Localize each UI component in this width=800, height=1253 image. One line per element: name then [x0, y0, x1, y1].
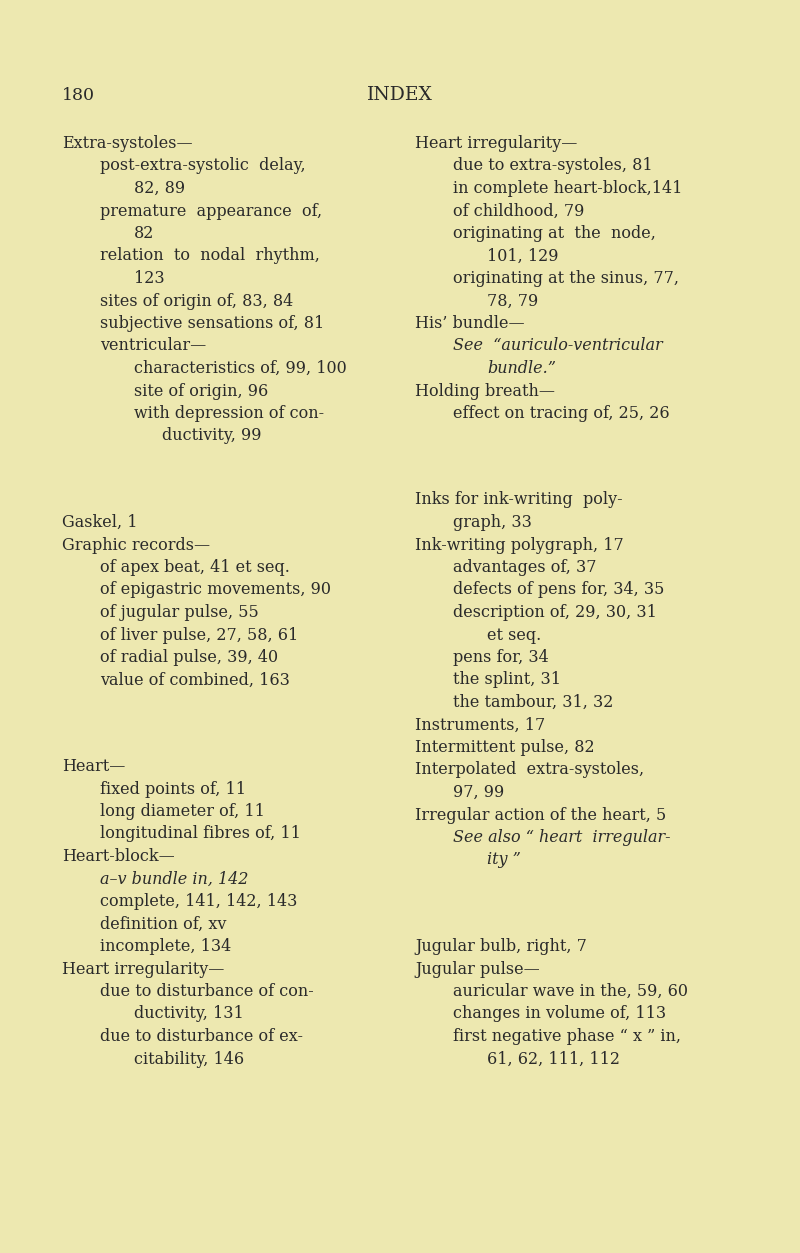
Text: the splint, 31: the splint, 31 — [453, 672, 561, 688]
Text: complete, 141, 142, 143: complete, 141, 142, 143 — [100, 893, 298, 910]
Text: of childhood, 79: of childhood, 79 — [453, 203, 584, 219]
Text: 82, 89: 82, 89 — [134, 180, 185, 197]
Text: ductivity, 99: ductivity, 99 — [162, 427, 262, 445]
Text: See  “auriculo-ventricular: See “auriculo-ventricular — [453, 337, 662, 355]
Text: due to disturbance of con-: due to disturbance of con- — [100, 984, 314, 1000]
Text: description of, 29, 30, 31: description of, 29, 30, 31 — [453, 604, 657, 621]
Text: Irregular action of the heart, 5: Irregular action of the heart, 5 — [415, 807, 666, 823]
Text: 97, 99: 97, 99 — [453, 784, 504, 801]
Text: relation  to  nodal  rhythm,: relation to nodal rhythm, — [100, 248, 320, 264]
Text: premature  appearance  of,: premature appearance of, — [100, 203, 322, 219]
Text: definition of, xv: definition of, xv — [100, 916, 226, 932]
Text: of liver pulse, 27, 58, 61: of liver pulse, 27, 58, 61 — [100, 626, 298, 644]
Text: the tambour, 31, 32: the tambour, 31, 32 — [453, 694, 614, 710]
Text: Intermittent pulse, 82: Intermittent pulse, 82 — [415, 739, 594, 756]
Text: 78, 79: 78, 79 — [487, 292, 538, 309]
Text: Heart irregularity—: Heart irregularity— — [415, 135, 578, 152]
Text: 180: 180 — [62, 86, 95, 104]
Text: Holding breath—: Holding breath— — [415, 382, 555, 400]
Text: subjective sensations of, 81: subjective sensations of, 81 — [100, 315, 324, 332]
Text: bundle.”: bundle.” — [487, 360, 556, 377]
Text: defects of pens for, 34, 35: defects of pens for, 34, 35 — [453, 581, 664, 599]
Text: site of origin, 96: site of origin, 96 — [134, 382, 268, 400]
Text: post-extra-systolic  delay,: post-extra-systolic delay, — [100, 158, 306, 174]
Text: of epigastric movements, 90: of epigastric movements, 90 — [100, 581, 331, 599]
Text: Heart irregularity—: Heart irregularity— — [62, 961, 224, 977]
Text: characteristics of, 99, 100: characteristics of, 99, 100 — [134, 360, 346, 377]
Text: 82: 82 — [134, 226, 154, 242]
Text: Ink-writing polygraph, 17: Ink-writing polygraph, 17 — [415, 536, 624, 554]
Text: with depression of con-: with depression of con- — [134, 405, 324, 422]
Text: longitudinal fibres of, 11: longitudinal fibres of, 11 — [100, 826, 301, 842]
Text: Jugular pulse—: Jugular pulse— — [415, 961, 540, 977]
Text: pens for, 34: pens for, 34 — [453, 649, 549, 667]
Text: first negative phase “ x ” in,: first negative phase “ x ” in, — [453, 1027, 681, 1045]
Text: citability, 146: citability, 146 — [134, 1050, 244, 1068]
Text: See also “ heart  irregular-: See also “ heart irregular- — [453, 829, 670, 846]
Text: 61, 62, 111, 112: 61, 62, 111, 112 — [487, 1050, 620, 1068]
Text: in complete heart-block,141: in complete heart-block,141 — [453, 180, 682, 197]
Text: Heart-block—: Heart-block— — [62, 848, 174, 865]
Text: Graphic records—: Graphic records— — [62, 536, 210, 554]
Text: Instruments, 17: Instruments, 17 — [415, 717, 546, 733]
Text: advantages of, 37: advantages of, 37 — [453, 559, 597, 576]
Text: ductivity, 131: ductivity, 131 — [134, 1005, 244, 1022]
Text: Heart—: Heart— — [62, 758, 126, 776]
Text: Extra-systoles—: Extra-systoles— — [62, 135, 193, 152]
Text: incomplete, 134: incomplete, 134 — [100, 938, 231, 955]
Text: et seq.: et seq. — [487, 626, 542, 644]
Text: originating at  the  node,: originating at the node, — [453, 226, 656, 242]
Text: Gaskel, 1: Gaskel, 1 — [62, 514, 138, 531]
Text: fixed points of, 11: fixed points of, 11 — [100, 781, 246, 797]
Text: changes in volume of, 113: changes in volume of, 113 — [453, 1005, 666, 1022]
Text: sites of origin of, 83, 84: sites of origin of, 83, 84 — [100, 292, 294, 309]
Text: of radial pulse, 39, 40: of radial pulse, 39, 40 — [100, 649, 278, 667]
Text: graph, 33: graph, 33 — [453, 514, 532, 531]
Text: auricular wave in the, 59, 60: auricular wave in the, 59, 60 — [453, 984, 688, 1000]
Text: originating at the sinus, 77,: originating at the sinus, 77, — [453, 269, 679, 287]
Text: Jugular bulb, right, 7: Jugular bulb, right, 7 — [415, 938, 587, 955]
Text: 101, 129: 101, 129 — [487, 248, 558, 264]
Text: His’ bundle—: His’ bundle— — [415, 315, 525, 332]
Text: 123: 123 — [134, 269, 165, 287]
Text: Interpolated  extra-systoles,: Interpolated extra-systoles, — [415, 762, 644, 778]
Text: ventricular—: ventricular— — [100, 337, 206, 355]
Text: a–v bundle in, 142: a–v bundle in, 142 — [100, 871, 248, 887]
Text: INDEX: INDEX — [367, 86, 433, 104]
Text: ity ”: ity ” — [487, 852, 521, 868]
Text: due to extra-systoles, 81: due to extra-systoles, 81 — [453, 158, 653, 174]
Text: of apex beat, 41 et seq.: of apex beat, 41 et seq. — [100, 559, 290, 576]
Text: of jugular pulse, 55: of jugular pulse, 55 — [100, 604, 258, 621]
Text: long diameter of, 11: long diameter of, 11 — [100, 803, 265, 819]
Text: value of combined, 163: value of combined, 163 — [100, 672, 290, 688]
Text: Inks for ink-writing  poly-: Inks for ink-writing poly- — [415, 491, 622, 509]
Text: effect on tracing of, 25, 26: effect on tracing of, 25, 26 — [453, 405, 670, 422]
Text: due to disturbance of ex-: due to disturbance of ex- — [100, 1027, 303, 1045]
